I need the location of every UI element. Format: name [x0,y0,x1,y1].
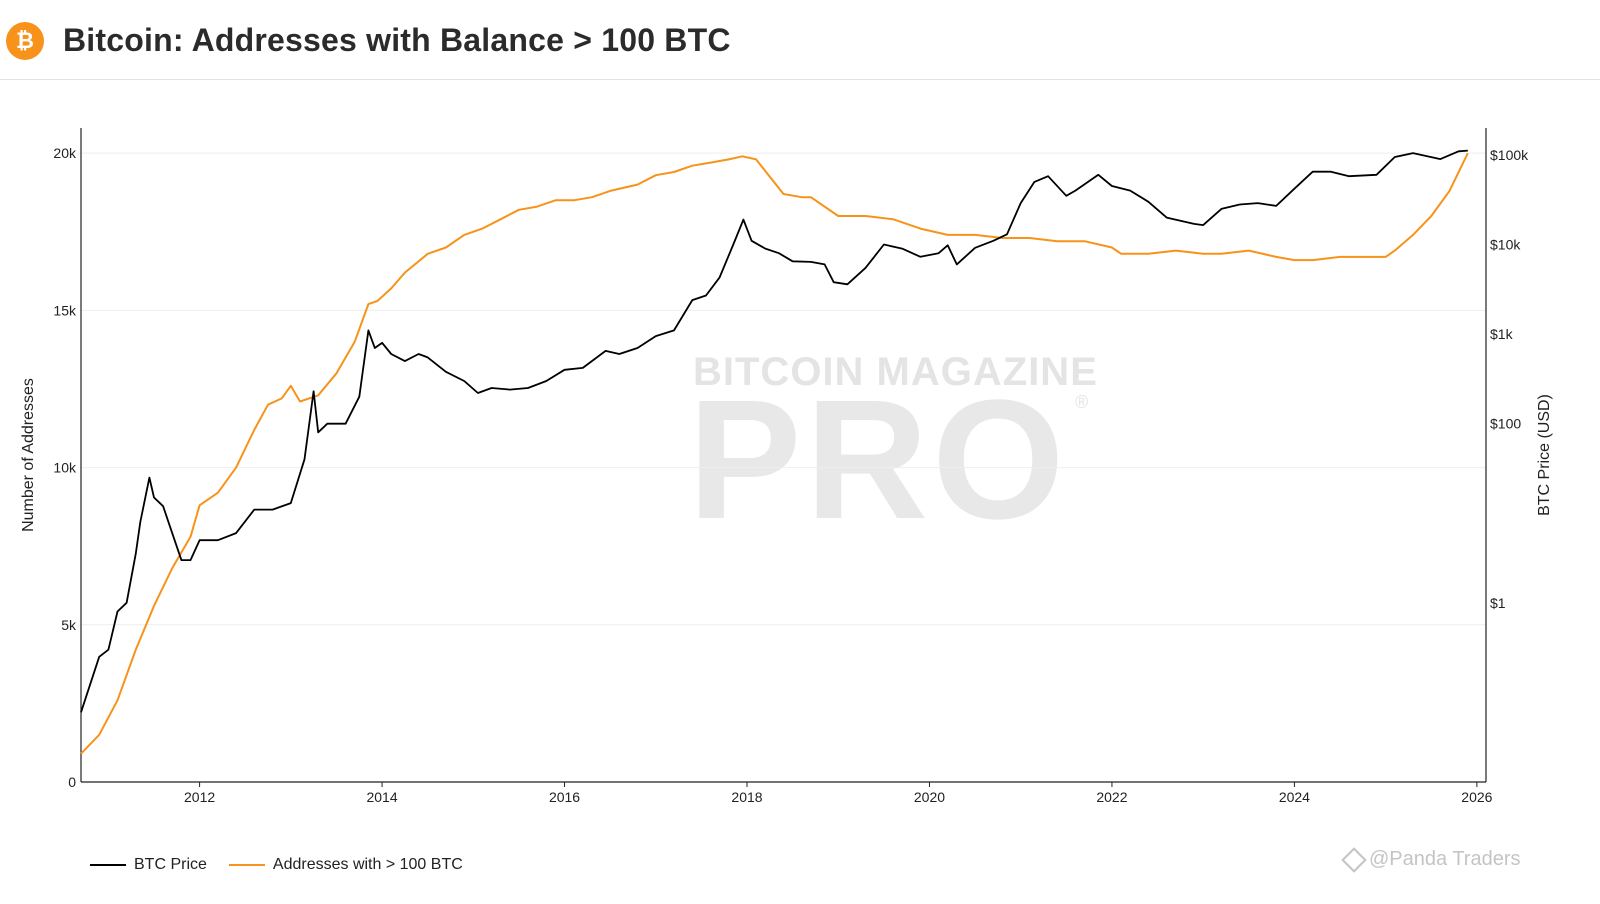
legend-swatch-addresses [228,864,265,866]
x-tick-label: 2012 [184,789,215,805]
legend-item-btc-price[interactable]: BTC Price [90,856,207,874]
x-tick-label: 2020 [914,789,945,805]
y-left-tick-label: 10k [53,460,77,476]
legend: BTC Price Addresses with > 100 BTC [90,856,471,874]
series-line-addresses [80,152,1469,755]
legend-item-addresses[interactable]: Addresses with > 100 BTC [228,856,463,874]
y-left-tick-label: 20k [53,145,77,161]
bitcoin-logo-icon: ₿ [6,22,44,60]
watermark-registered-mark: ® [1075,392,1089,412]
legend-label-btc-price: BTC Price [134,856,207,873]
legend-label-addresses: Addresses with > 100 BTC [272,856,463,873]
y-right-tick-label: $10k [1490,237,1521,253]
header: ₿ Bitcoin: Addresses with Balance > 100 … [0,0,1600,80]
y-right-tick-label: $1k [1490,326,1514,342]
page-title: Bitcoin: Addresses with Balance > 100 BT… [63,22,731,58]
y-right-tick-label: $100 [1490,416,1521,432]
watermark-brand: BITCOIN MAGAZINE [693,350,1098,394]
y-axis-left-title: Number of Addresses [20,378,37,532]
y-right-tick-label: $1 [1490,595,1506,611]
y-axis-right-title: BTC Price (USD) [1536,394,1553,516]
y-left-tick-label: 0 [68,774,76,790]
y-right-tick-label: $100k [1490,147,1529,163]
chart: 0 5k 10k 15k 20k $1 $100 $1k $10k $100k 2012 2014 20… [20,128,1553,805]
series-line-btc-price [80,149,1468,713]
watermark-pro: PRO [688,365,1069,555]
x-tick-label: 2014 [366,789,397,805]
x-tick-label: 2026 [1461,789,1492,805]
y-left-tick-label: 15k [53,302,77,318]
x-tick-label: 2024 [1279,789,1310,805]
legend-swatch-btc-price [90,864,126,866]
binance-diamond-icon [1341,846,1367,873]
y-left-tick-label: 5k [61,617,77,633]
x-tick-label: 2022 [1096,789,1127,805]
x-tick-label: 2016 [549,789,580,805]
x-tick-label: 2018 [731,789,762,805]
credit: @Panda Traders [1341,846,1521,873]
credit-text: @Panda Traders [1369,848,1521,870]
